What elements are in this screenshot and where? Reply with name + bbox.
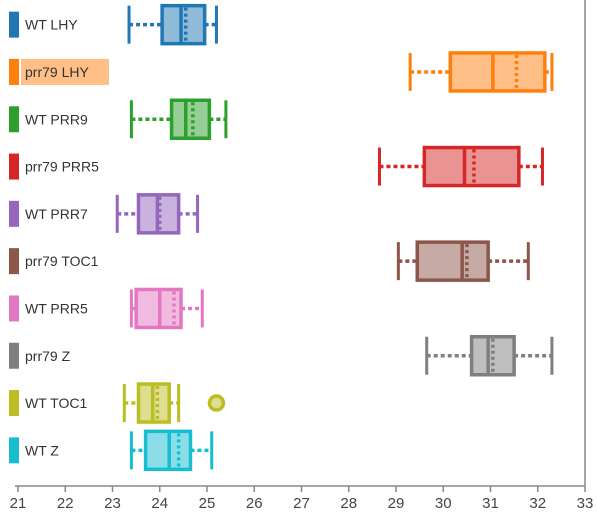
legend-swatch (9, 200, 19, 227)
legend-swatch (9, 248, 19, 275)
legend-swatch (9, 437, 19, 464)
x-tick-label: 22 (57, 495, 74, 512)
iqr-box (469, 335, 516, 377)
series-wt-prr7 (115, 193, 200, 235)
category-label: WT LHY (25, 17, 78, 33)
series-wt-toc1 (122, 382, 226, 424)
series-wt-z (129, 429, 214, 472)
legend-swatch (9, 106, 19, 133)
series-wt-prr9 (129, 98, 228, 140)
category-label: prr79 LHY (25, 64, 89, 80)
category-label: WT Z (25, 442, 59, 458)
outlier-point (207, 394, 226, 412)
iqr-box (169, 98, 212, 140)
legend-swatch (9, 11, 19, 38)
legend-swatch (9, 342, 19, 369)
x-tick-label: 25 (199, 495, 216, 512)
category-label: prr79 Z (25, 348, 71, 364)
x-tick-label: 21 (10, 495, 27, 512)
series-prr79-lhy (408, 51, 554, 93)
x-tick-label: 29 (388, 495, 405, 512)
legend-swatch (9, 295, 19, 322)
category-highlight (21, 58, 109, 85)
x-tick-label: 27 (293, 495, 310, 512)
legend-swatch (9, 58, 19, 85)
legend-swatch (9, 390, 19, 417)
category-label: prr79 PRR5 (25, 159, 99, 175)
x-axis: 21 22 23 24 25 26 27 28 29 30 31 32 33 (10, 0, 594, 512)
x-tick-label: 33 (577, 495, 594, 512)
series-prr79-toc1 (396, 240, 530, 282)
series-wt-lhy (127, 3, 218, 46)
x-tick-label: 28 (340, 495, 357, 512)
category-label: WT PRR7 (25, 206, 88, 222)
category-label: prr79 TOC1 (25, 253, 99, 269)
x-tick-label: 31 (482, 495, 499, 512)
iqr-box (415, 240, 490, 282)
series-prr79-z (425, 335, 554, 377)
category-labels: WT LHY prr79 LHY WT PRR9 prr79 PRR5 WT PRR7 p… (9, 11, 109, 464)
x-tick-label: 26 (246, 495, 263, 512)
series-wt-prr5 (129, 287, 204, 330)
iqr-box (422, 145, 521, 188)
x-tick-label: 32 (529, 495, 546, 512)
series-prr79-prr5 (377, 145, 544, 188)
category-label: WT PRR9 (25, 111, 88, 127)
boxes-layer (115, 3, 554, 472)
iqr-box (160, 3, 207, 46)
x-tick-label: 24 (151, 495, 168, 512)
iqr-box (448, 51, 547, 93)
category-label: WT PRR5 (25, 300, 88, 316)
category-label: WT TOC1 (25, 395, 87, 411)
x-tick-label: 30 (435, 495, 452, 512)
x-tick-label: 23 (104, 495, 121, 512)
legend-swatch (9, 153, 19, 180)
